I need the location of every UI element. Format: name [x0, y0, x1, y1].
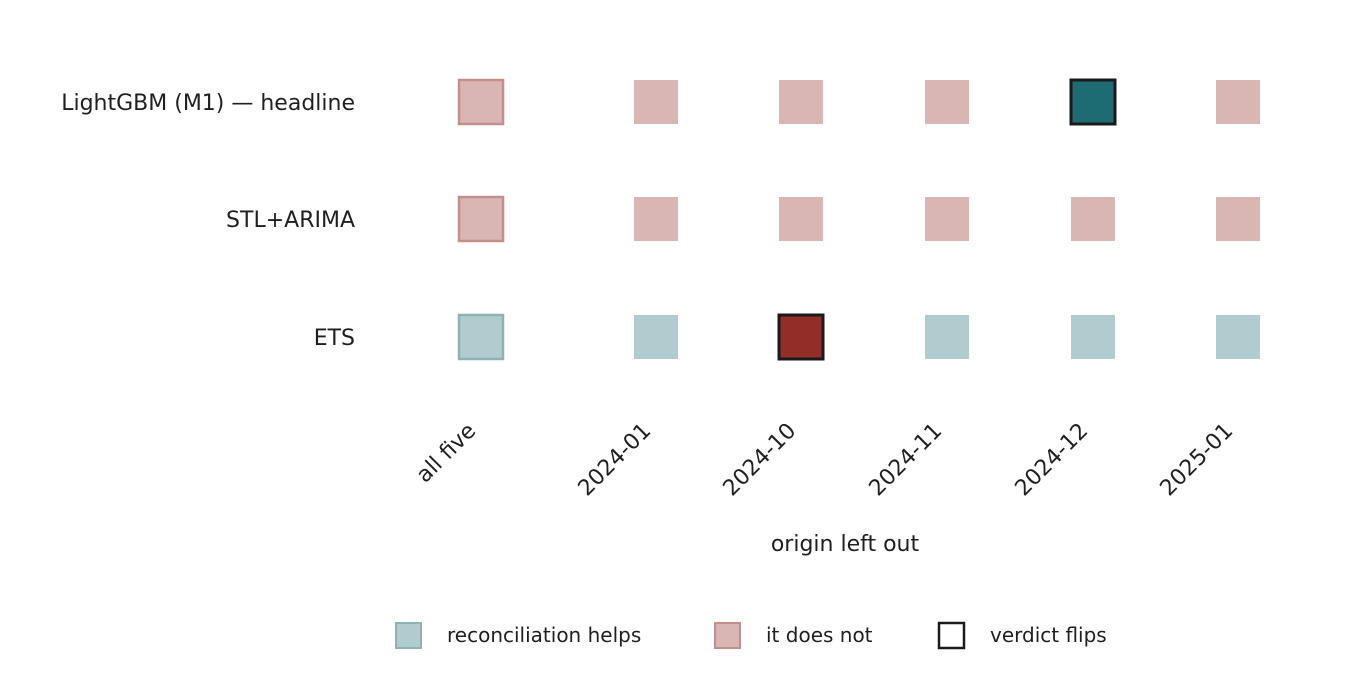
heatmap-cell: [634, 315, 678, 359]
column-label: 2024-11: [865, 419, 948, 502]
heatmap-cell: [1069, 78, 1117, 126]
legend-label: reconciliation helps: [447, 623, 641, 647]
heatmap-cell: [1216, 315, 1260, 359]
row-label: STL+ARIMA: [226, 208, 355, 233]
x-axis-label: origin left out: [771, 532, 920, 557]
column-label: 2024-12: [1011, 419, 1094, 502]
legend: reconciliation helps it does not verdict f…: [395, 621, 1107, 650]
legend-swatch: [937, 621, 966, 650]
heatmap-cell: [457, 195, 505, 243]
heatmap-cell: [779, 197, 823, 241]
heatmap-cell: [777, 313, 825, 361]
heatmap-cell: [1071, 315, 1115, 359]
heatmap-cells: [457, 78, 1260, 361]
column-label: all five: [412, 419, 481, 488]
column-labels: all five 2024-01 2024-10 2024-11 2024-12 2025…: [412, 419, 1238, 502]
heatmap-cell: [457, 78, 505, 126]
row-label: ETS: [314, 326, 355, 351]
legend-swatch: [714, 622, 741, 649]
heatmap-cell: [925, 315, 969, 359]
heatmap-cell: [779, 80, 823, 124]
heatmap-cell: [1216, 80, 1260, 124]
legend-label: verdict flips: [990, 623, 1107, 647]
column-label: 2024-10: [719, 419, 802, 502]
column-label: 2024-01: [574, 419, 657, 502]
heatmap-cell: [634, 197, 678, 241]
row-label: LightGBM (M1) — headline: [61, 91, 355, 116]
heatmap-cell: [925, 80, 969, 124]
legend-swatch: [395, 622, 422, 649]
heatmap-cell: [457, 313, 505, 361]
column-label: 2025-01: [1156, 419, 1239, 502]
legend-label: it does not: [766, 623, 873, 647]
heatmap-cell: [925, 197, 969, 241]
heatmap-cell: [1216, 197, 1260, 241]
heatmap-cell: [634, 80, 678, 124]
row-labels: LightGBM (M1) — headline STL+ARIMA ETS: [61, 91, 355, 351]
heatmap-cell: [1071, 197, 1115, 241]
